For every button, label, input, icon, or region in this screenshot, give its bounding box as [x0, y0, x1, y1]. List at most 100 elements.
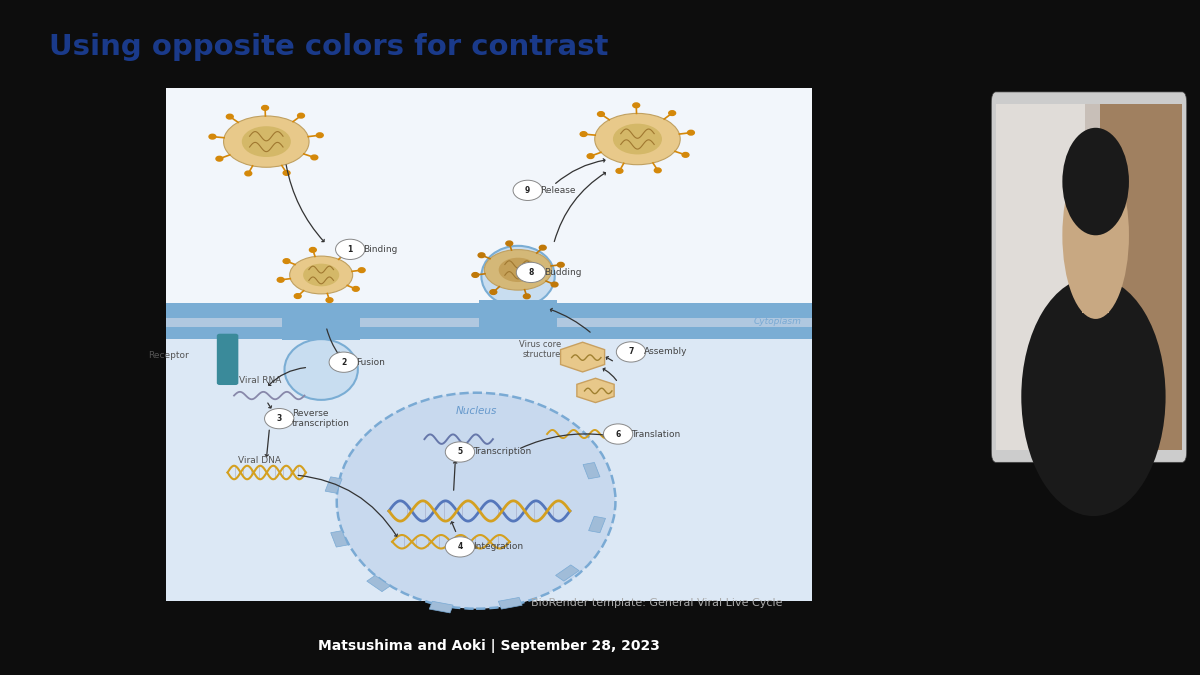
Ellipse shape	[499, 258, 538, 282]
Circle shape	[668, 111, 676, 115]
Ellipse shape	[337, 393, 616, 609]
Circle shape	[329, 352, 359, 373]
Circle shape	[514, 180, 542, 200]
Circle shape	[277, 277, 284, 282]
Bar	[996, 104, 1085, 450]
Ellipse shape	[304, 264, 340, 286]
Circle shape	[317, 133, 323, 138]
Text: Using opposite colors for contrast: Using opposite colors for contrast	[49, 33, 608, 61]
Text: Fusion: Fusion	[356, 358, 385, 367]
Circle shape	[688, 130, 695, 135]
Circle shape	[632, 103, 640, 108]
Text: 4: 4	[457, 543, 462, 551]
Text: Translation: Translation	[631, 429, 680, 439]
Bar	[1100, 104, 1182, 450]
Circle shape	[353, 286, 359, 291]
Bar	[996, 104, 1182, 450]
Circle shape	[506, 241, 512, 246]
Circle shape	[557, 263, 564, 267]
Text: Reverse
transcription: Reverse transcription	[292, 409, 350, 429]
Bar	[583, 462, 600, 479]
Circle shape	[580, 132, 587, 136]
FancyBboxPatch shape	[217, 333, 239, 385]
Ellipse shape	[613, 124, 662, 155]
Bar	[589, 516, 606, 533]
Circle shape	[216, 157, 223, 161]
Bar	[479, 300, 557, 327]
Bar	[430, 601, 454, 613]
Polygon shape	[577, 378, 614, 402]
Text: Integration: Integration	[473, 543, 523, 551]
Bar	[282, 313, 360, 340]
Circle shape	[341, 252, 348, 256]
Ellipse shape	[481, 246, 554, 306]
Text: 1: 1	[348, 245, 353, 254]
Ellipse shape	[241, 126, 290, 157]
Circle shape	[445, 537, 475, 557]
Text: Matsushima and Aoki | September 28, 2023: Matsushima and Aoki | September 28, 2023	[318, 639, 660, 653]
Circle shape	[490, 290, 497, 294]
Bar	[167, 317, 811, 327]
Circle shape	[336, 239, 365, 259]
Circle shape	[227, 114, 233, 119]
Ellipse shape	[284, 339, 358, 400]
Bar	[167, 303, 811, 339]
Ellipse shape	[485, 250, 552, 290]
FancyBboxPatch shape	[991, 92, 1187, 462]
Bar	[167, 88, 811, 303]
Text: Virus core
structure: Virus core structure	[520, 340, 562, 359]
Text: Binding: Binding	[362, 245, 397, 254]
Circle shape	[264, 408, 294, 429]
Circle shape	[472, 273, 479, 277]
Circle shape	[598, 111, 605, 116]
Text: Transcription: Transcription	[473, 448, 530, 456]
Bar	[167, 339, 811, 601]
Circle shape	[682, 153, 689, 157]
Circle shape	[245, 171, 252, 176]
Circle shape	[604, 424, 632, 444]
Circle shape	[283, 259, 290, 263]
Text: Viral RNA: Viral RNA	[239, 376, 281, 385]
Bar	[331, 531, 348, 547]
Ellipse shape	[1062, 152, 1129, 319]
Circle shape	[539, 245, 546, 250]
Text: 3: 3	[276, 414, 282, 423]
Circle shape	[445, 442, 475, 462]
Circle shape	[326, 298, 332, 302]
Circle shape	[262, 105, 269, 110]
Circle shape	[294, 294, 301, 298]
Bar	[556, 565, 580, 581]
Bar	[367, 575, 390, 591]
Text: 2: 2	[341, 358, 347, 367]
Text: 9: 9	[526, 186, 530, 195]
Text: 6: 6	[616, 429, 620, 439]
Circle shape	[209, 134, 216, 139]
Circle shape	[654, 168, 661, 173]
Text: Release: Release	[540, 186, 576, 195]
Circle shape	[587, 154, 594, 159]
Ellipse shape	[1021, 277, 1165, 516]
Circle shape	[298, 113, 305, 118]
Circle shape	[478, 253, 485, 258]
Circle shape	[311, 155, 318, 160]
Text: Budding: Budding	[544, 268, 581, 277]
Bar	[325, 477, 342, 493]
Ellipse shape	[595, 113, 680, 165]
Text: Cytoplasm: Cytoplasm	[754, 317, 802, 325]
Circle shape	[616, 169, 623, 173]
Circle shape	[551, 282, 558, 287]
Circle shape	[283, 171, 290, 176]
Text: 8: 8	[528, 268, 534, 277]
Bar	[498, 597, 522, 609]
Polygon shape	[560, 342, 605, 372]
Circle shape	[310, 248, 317, 252]
Text: Nucleus: Nucleus	[456, 406, 497, 416]
Text: Receptor: Receptor	[148, 352, 188, 360]
Circle shape	[617, 342, 646, 362]
Ellipse shape	[289, 256, 353, 294]
Text: BioRender template: General Viral Live Cycle: BioRender template: General Viral Live C…	[530, 597, 782, 608]
Text: Assembly: Assembly	[643, 348, 688, 356]
Circle shape	[523, 294, 530, 298]
Text: Viral DNA: Viral DNA	[239, 456, 281, 465]
Ellipse shape	[223, 116, 310, 167]
